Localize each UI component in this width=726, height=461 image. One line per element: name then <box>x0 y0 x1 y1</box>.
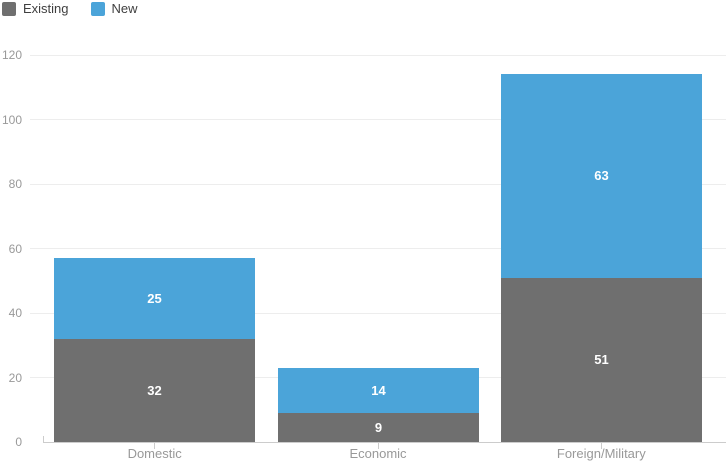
y-axis-tick-label: 120 <box>1 48 22 62</box>
bar-value-label: 63 <box>594 168 609 184</box>
y-axis-tick-label: 40 <box>8 306 22 320</box>
y-axis-tick-label: 60 <box>8 241 22 256</box>
legend: Existing New <box>2 1 138 16</box>
gridline-y-120 <box>30 54 726 56</box>
legend-item-existing[interactable]: Existing <box>2 1 69 16</box>
bar-segment-economic-new[interactable]: 14 <box>278 367 479 413</box>
legend-label-existing: Existing <box>23 1 69 16</box>
x-axis-category-label-foreign-military: Foreign/Military <box>556 446 646 461</box>
gridline-y-100 <box>30 119 726 120</box>
y-axis-tick-label: 100 <box>1 112 22 127</box>
bar-value-label: 14 <box>371 382 386 398</box>
y-axis-tick-label: 20 <box>8 370 22 385</box>
legend-swatch-new <box>90 1 105 16</box>
bar-segment-domestic-new[interactable]: 25 <box>54 258 255 339</box>
x-axis-tick-foreign-military <box>600 442 602 449</box>
bar-value-label: 32 <box>147 382 162 398</box>
bar-segment-foreign-military-existing[interactable]: 51 <box>501 277 702 442</box>
bar-segment-economic-existing[interactable]: 9 <box>278 412 479 442</box>
gridline-y-80 <box>30 183 726 185</box>
bar-value-label: 51 <box>594 352 609 368</box>
bar-value-label: 9 <box>374 419 383 435</box>
legend-label-new: New <box>111 1 138 16</box>
gridline-y-40 <box>30 312 726 314</box>
x-axis-outer-tick <box>43 436 44 442</box>
x-axis-category-label-domestic: Domestic <box>127 446 182 461</box>
x-axis-tick-domestic <box>154 442 156 449</box>
legend-item-new[interactable]: New <box>90 1 138 16</box>
x-axis-category-label-economic: Economic <box>349 446 407 461</box>
gridline-y-60 <box>30 248 726 249</box>
bar-segment-domestic-existing[interactable]: 32 <box>54 338 255 442</box>
bar-segment-foreign-military-new[interactable]: 63 <box>501 74 702 278</box>
y-axis-tick-label: 80 <box>8 177 22 191</box>
bar-value-label: 25 <box>147 290 162 306</box>
legend-swatch-existing <box>2 1 16 16</box>
x-axis-tick-economic <box>377 442 379 449</box>
y-axis-tick-label: 0 <box>15 435 22 449</box>
x-axis-line <box>43 441 726 443</box>
